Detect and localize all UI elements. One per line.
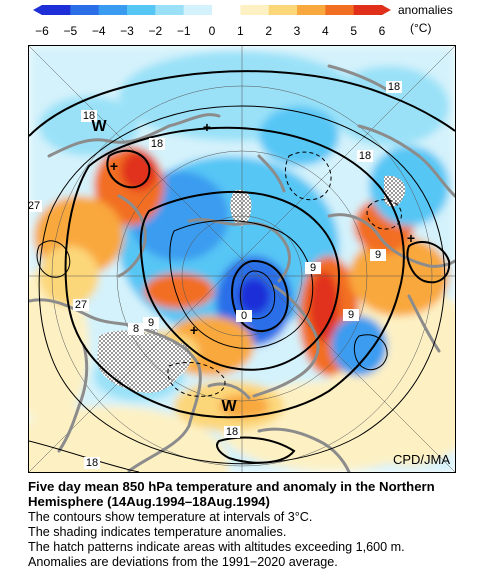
plus-mark: + — [110, 158, 118, 174]
legend-swatch — [42, 5, 71, 15]
caption-line: Anomalies are deviations from the 1991−2… — [28, 555, 338, 569]
warm-center-mark: W — [91, 118, 107, 135]
legend-tick-label: 1 — [237, 24, 244, 38]
legend-tick-label: 0 — [209, 24, 216, 38]
grid-lines — [29, 46, 455, 472]
contour-label: 18 — [86, 457, 98, 469]
high-terrain-hatch — [97, 175, 406, 393]
contour-label: 27 — [75, 299, 87, 311]
legend-tick-label: −2 — [148, 24, 162, 38]
contour-label: 9 — [375, 249, 381, 261]
legend-tick-label: −5 — [63, 24, 77, 38]
contour-label: 9 — [148, 317, 154, 329]
contour-label-bg — [305, 262, 321, 274]
contour-label-bg — [73, 299, 89, 311]
temperature-contours — [29, 70, 455, 472]
legend-right-arrow — [382, 5, 391, 15]
contour-label-bg — [370, 249, 386, 261]
contour-label-bg — [224, 426, 240, 438]
contour-label: 18 — [83, 110, 95, 122]
contour-label: 27 — [29, 200, 40, 212]
legend-tick-label: 2 — [265, 24, 272, 38]
plus-mark: + — [190, 322, 198, 338]
caption-line: The shading indicates temperature anomal… — [28, 525, 287, 539]
contour-label-bg — [81, 110, 97, 122]
coastlines — [29, 64, 455, 472]
contour-label: 18 — [151, 138, 163, 150]
contour-label-bg — [29, 200, 42, 212]
legend-tick-label: 6 — [379, 24, 386, 38]
legend-tick-label: −3 — [120, 24, 134, 38]
caption-line: The contours show temperature at interva… — [28, 510, 313, 524]
credit-label: CPD/JMA — [392, 452, 450, 467]
contour-label-bg — [357, 150, 373, 162]
contour-label: 18 — [226, 426, 238, 438]
contour-label: 9 — [310, 262, 316, 274]
legend-tick-label: 4 — [322, 24, 329, 38]
legend-tick-labels: −6 −5 −4 −3 −2 −1 0 1 2 3 4 5 6 — [35, 24, 386, 38]
plus-mark: + — [203, 119, 211, 135]
legend-swatch — [325, 5, 355, 15]
contour-label: 18 — [359, 150, 371, 162]
legend-swatch — [297, 5, 326, 15]
legend-title: anomalies — [398, 3, 453, 17]
legend-swatch — [212, 5, 241, 15]
legend-tick-label: 3 — [294, 24, 301, 38]
polar-map: 18 18 18 18 27 27 9 9 9 9 8 0 18 18 W W + + + + — [28, 45, 456, 473]
contour-label-bg — [343, 309, 359, 321]
legend-tick-label: −6 — [35, 24, 49, 38]
legend-swatch — [240, 5, 270, 15]
anomaly-legend: −6 −5 −4 −3 −2 −1 0 1 2 3 4 5 6 anomalies (°C) — [33, 3, 453, 38]
legend-swatch — [98, 5, 128, 15]
caption-line: The hatch patterns indicate areas with a… — [28, 540, 405, 554]
legend-swatch — [353, 5, 383, 15]
contour-label-bg — [386, 81, 402, 93]
warm-center-mark: W — [221, 398, 237, 415]
contour-label-bg — [128, 323, 144, 335]
legend-color-bar — [42, 5, 383, 15]
legend-left-arrow — [33, 5, 42, 15]
legend-swatch — [127, 5, 156, 15]
legend-tick-label: −4 — [92, 24, 106, 38]
contour-label: 18 — [388, 81, 400, 93]
legend-swatch — [183, 5, 213, 15]
contour-label-bg — [143, 317, 159, 329]
contour-label-bg — [149, 138, 165, 150]
contour-label: 9 — [348, 309, 354, 321]
legend-tick-label: 5 — [350, 24, 357, 38]
legend-swatch — [268, 5, 298, 15]
legend-tick-label: −1 — [177, 24, 191, 38]
plus-mark: + — [407, 230, 415, 246]
legend-swatch — [155, 5, 185, 15]
caption-title: Five day mean 850 hPa temperature and an… — [28, 479, 435, 509]
contour-label-bg — [84, 457, 100, 469]
legend-unit: (°C) — [410, 21, 431, 35]
caption-lines: The contours show temperature at interva… — [28, 510, 468, 570]
legend-swatch — [70, 5, 100, 15]
contour-label-bg — [236, 310, 252, 322]
contour-label: 8 — [133, 323, 139, 335]
contour-label: 0 — [241, 310, 247, 322]
